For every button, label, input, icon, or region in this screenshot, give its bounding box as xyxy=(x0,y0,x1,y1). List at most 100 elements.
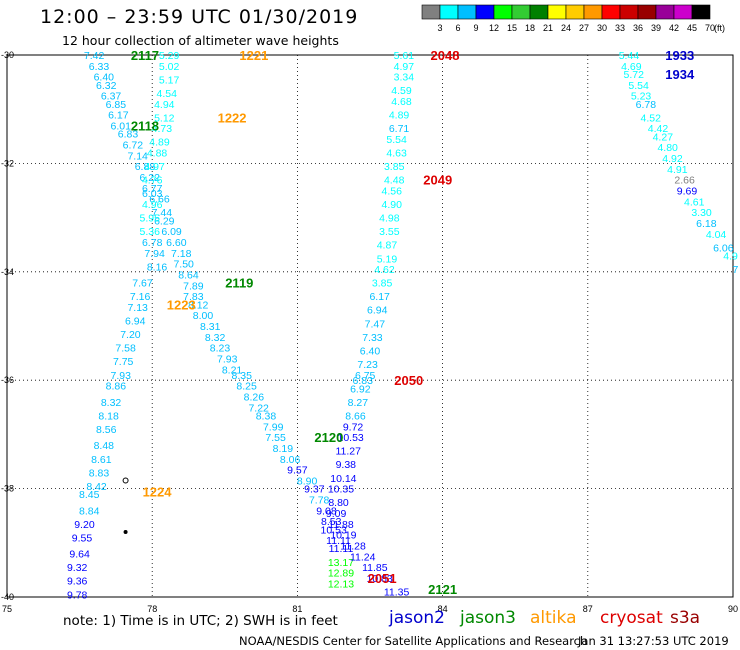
swh-value-label: 7.93 xyxy=(111,370,132,382)
legend-altika: altika xyxy=(530,608,577,628)
swh-value-label: 5.02 xyxy=(159,61,180,73)
swh-value-label: 8.26 xyxy=(244,391,265,403)
swh-value-label: 8.61 xyxy=(91,454,112,466)
swh-value-label: 9.20 xyxy=(74,519,95,531)
colorbar-swatch xyxy=(565,4,585,20)
swh-value-label: 4.98 xyxy=(379,213,400,225)
swh-value-label: 6.18 xyxy=(696,218,717,230)
swh-value-label: 8.27 xyxy=(348,397,369,409)
swh-value-label: 6.88 xyxy=(135,161,156,173)
x-tick-label: 87 xyxy=(583,604,593,614)
swh-value-label: 7.47 xyxy=(365,318,386,330)
swh-value-label: 6.29 xyxy=(154,215,175,227)
pass-label: 1933 xyxy=(665,48,694,63)
swh-value-label: 7.18 xyxy=(171,248,192,260)
swh-value-label: 4.9 xyxy=(723,251,738,263)
pass-label: 1224 xyxy=(143,484,173,499)
swh-value-label: 4.87 xyxy=(377,240,398,252)
y-tick-label: -38 xyxy=(1,484,14,494)
pass-label: 2118 xyxy=(131,118,159,133)
x-tick-label: 75 xyxy=(2,604,12,614)
swh-value-label: 4.69 xyxy=(621,61,642,73)
swh-value-label: 7.89 xyxy=(183,280,204,292)
swh-value-label: 4.61 xyxy=(684,196,705,208)
legend-s3a: s3a xyxy=(670,608,701,628)
swh-value-label: 4.27 xyxy=(653,131,674,143)
swh-value-label: 11.85 xyxy=(362,562,388,574)
swh-value-label: 5.54 xyxy=(386,134,407,146)
swh-value-label: 7.99 xyxy=(263,421,284,433)
colorbar-tick-label: 9 xyxy=(473,23,478,33)
swh-value-label: 8.56 xyxy=(96,424,117,436)
swh-value-label: 5.44 xyxy=(619,50,640,62)
y-tick-label: -40 xyxy=(1,592,14,602)
swh-value-label: 2.66 xyxy=(674,175,695,187)
footnote: note: 1) Time is in UTC; 2) SWH is in fe… xyxy=(63,613,338,629)
swh-value-label: 3.85 xyxy=(384,161,405,173)
colorbar-tick-label: 70 xyxy=(705,23,715,33)
swh-value-label: 7.20 xyxy=(120,329,141,341)
swh-value-label: 5.23 xyxy=(631,91,652,103)
swh-value-label: 6.66 xyxy=(149,194,170,206)
swh-value-label: 4.92 xyxy=(662,153,683,165)
swh-value-label: 8.38 xyxy=(256,410,277,422)
swh-value-label: 8.18 xyxy=(98,410,119,422)
swh-value-label: 4.96 xyxy=(142,199,163,211)
swh-value-label: 6.17 xyxy=(369,291,390,303)
swh-value-label: 6.33 xyxy=(89,61,110,73)
colorbar-tick-label: 42 xyxy=(669,23,679,33)
page-subtitle: 12 hour collection of altimeter wave hei… xyxy=(62,33,339,48)
colorbar-swatch xyxy=(421,4,441,20)
swh-value-label: 4.80 xyxy=(657,142,678,154)
colorbar-swatch xyxy=(655,4,675,20)
swh-value-label: 6.78 xyxy=(142,237,163,249)
x-tick-label: 78 xyxy=(147,604,157,614)
swh-value-label: 8.25 xyxy=(236,381,257,393)
pass-label: 2117 xyxy=(131,48,159,63)
colorbar-tick-label: 24 xyxy=(561,23,571,33)
footer-timestamp: Jan 31 13:27:53 UTC 2019 xyxy=(578,634,729,648)
swh-value-label: 4.76 xyxy=(142,175,163,187)
swh-value-label: 5.17 xyxy=(159,74,180,86)
swh-value-label: 4.56 xyxy=(382,186,403,198)
swh-value-label: 6.77 xyxy=(142,183,163,195)
swh-value-label: 9.09 xyxy=(326,508,347,520)
colorbar-tick-label: 30 xyxy=(597,23,607,33)
legend-cryosat: cryosat xyxy=(600,608,663,628)
swh-value-label: 4.48 xyxy=(384,175,405,187)
legend-jason3: jason3 xyxy=(460,608,516,628)
colorbar-tick-label: 3 xyxy=(437,23,442,33)
pass-label: 2048 xyxy=(431,48,460,63)
position-marker xyxy=(123,529,128,534)
swh-value-label: 3.30 xyxy=(691,207,712,219)
pass-label: 2120 xyxy=(314,430,343,445)
colorbar-swatch xyxy=(439,4,459,20)
swh-value-label: 10.83 xyxy=(367,573,393,585)
colorbar-swatch xyxy=(601,4,621,20)
swh-value-label: 4.97 xyxy=(394,61,415,73)
swh-value-label: 6.60 xyxy=(166,237,187,249)
swh-value-label: 6.32 xyxy=(96,80,117,92)
legend-jason2: jason2 xyxy=(389,608,445,628)
swh-value-label: 8.64 xyxy=(178,270,199,282)
swh-value-label: 4.42 xyxy=(648,123,669,135)
position-marker xyxy=(122,477,129,484)
swh-value-label: 8.83 xyxy=(89,467,110,479)
colorbar-swatch xyxy=(547,4,567,20)
colorbar-tick-label: 36 xyxy=(633,23,643,33)
swh-value-label: 8.21 xyxy=(222,364,243,376)
swh-value-label: 9.64 xyxy=(69,549,90,561)
x-tick-label: 84 xyxy=(438,604,448,614)
swh-value-label: 7.78 xyxy=(309,494,330,506)
swh-value-label: 7.94 xyxy=(144,248,165,260)
swh-value-label: 8.90 xyxy=(297,475,318,487)
page-title: 12:00 – 23:59 UTC 01/30/2019 xyxy=(40,6,359,28)
colorbar-tick-label: 6 xyxy=(455,23,460,33)
swh-value-label: 6.85 xyxy=(106,99,127,111)
swh-value-label: 6.83 xyxy=(353,375,374,387)
swh-value-label: 6.09 xyxy=(161,226,182,238)
swh-value-label: 9.36 xyxy=(67,576,88,588)
pass-label: 2121 xyxy=(428,582,457,597)
swh-value-label: 6.94 xyxy=(125,316,146,328)
swh-value-label: 10.53 xyxy=(321,524,347,536)
